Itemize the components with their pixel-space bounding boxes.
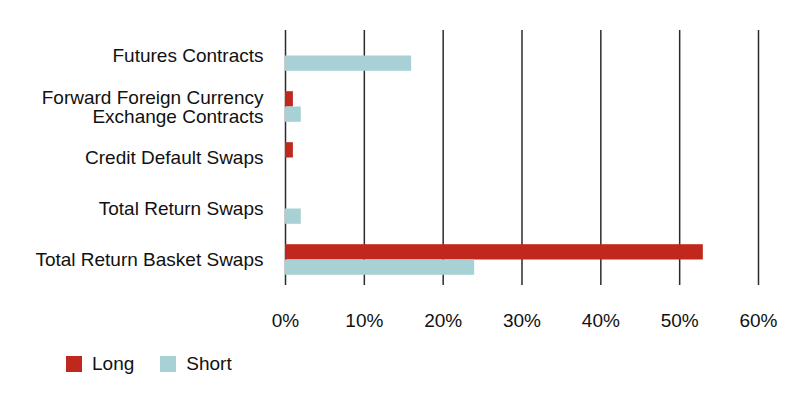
svg-text:Forward Foreign CurrencyExchan: Forward Foreign CurrencyExchange Contrac… <box>42 87 264 127</box>
svg-text:30%: 30% <box>503 310 541 331</box>
svg-text:Credit Default Swaps: Credit Default Swaps <box>85 147 263 168</box>
html-text:Short: Short <box>186 353 232 374</box>
html-text:Long: Long <box>92 353 135 374</box>
svg-text:40%: 40% <box>582 310 620 331</box>
svg-text:50%: 50% <box>661 310 699 331</box>
svg-text:10%: 10% <box>345 310 383 331</box>
svg-text:Total Return Swaps: Total Return Swaps <box>99 198 264 219</box>
svg-text:Futures Contracts: Futures Contracts <box>113 45 264 66</box>
svg-text:Total Return Basket Swaps: Total Return Basket Swaps <box>35 249 263 270</box>
svg-text:60%: 60% <box>739 310 777 331</box>
svg-text:20%: 20% <box>424 310 462 331</box>
svg-text:0%: 0% <box>272 310 300 331</box>
